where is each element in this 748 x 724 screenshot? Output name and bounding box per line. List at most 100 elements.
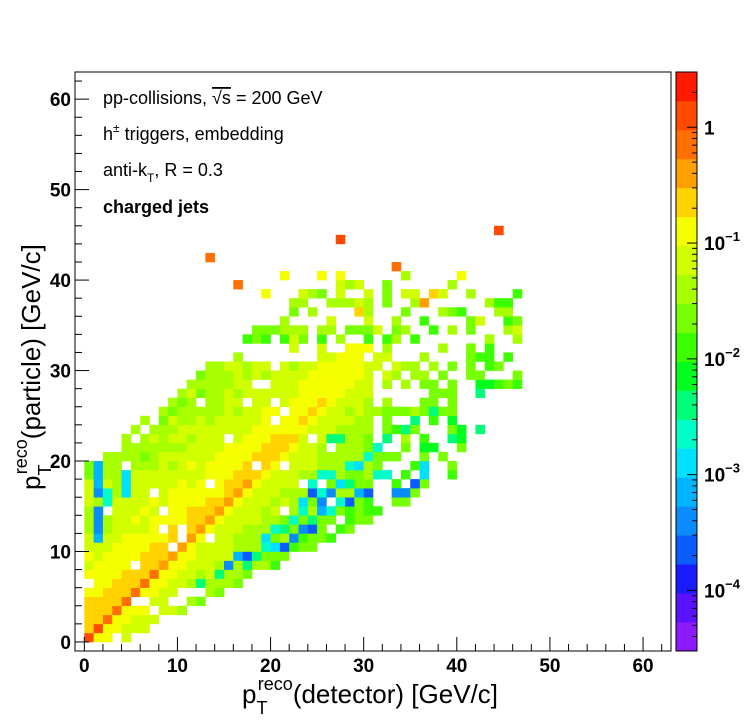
heatmap-cell bbox=[158, 479, 169, 489]
heatmap-cell bbox=[289, 479, 299, 489]
heatmap-cell bbox=[279, 379, 290, 389]
heatmap-cell bbox=[205, 370, 215, 380]
heatmap-cell bbox=[363, 470, 374, 480]
heatmap-cell bbox=[382, 334, 392, 344]
heatmap-cell bbox=[102, 488, 113, 498]
heatmap-cell bbox=[158, 424, 169, 435]
heatmap-cell bbox=[121, 479, 132, 489]
heatmap-cell bbox=[335, 298, 346, 308]
heatmap-cell bbox=[335, 352, 346, 362]
heatmap-cell bbox=[130, 515, 141, 525]
heatmap-cell bbox=[93, 578, 104, 588]
heatmap-cell bbox=[196, 424, 206, 435]
heatmap-cell bbox=[224, 461, 234, 471]
heatmap-cell bbox=[363, 379, 374, 389]
heatmap-cell bbox=[158, 515, 169, 525]
heatmap-cell bbox=[93, 632, 104, 643]
heatmap-cell bbox=[307, 533, 318, 543]
heatmap-cell bbox=[307, 488, 318, 498]
heatmap-cell bbox=[149, 479, 160, 489]
heatmap-cell bbox=[363, 361, 374, 371]
heatmap-cell bbox=[121, 605, 132, 616]
heatmap-cell bbox=[475, 379, 486, 389]
heatmap-cell bbox=[428, 289, 439, 299]
heatmap-cell bbox=[214, 379, 225, 389]
heatmap-cell bbox=[130, 614, 141, 625]
heatmap-cell bbox=[140, 569, 150, 579]
heatmap-cell bbox=[186, 470, 197, 480]
heatmap-cell bbox=[326, 361, 337, 371]
heatmap-cell bbox=[93, 560, 104, 570]
heatmap-cell bbox=[335, 451, 346, 462]
heatmap-cell bbox=[140, 442, 150, 453]
heatmap-cell bbox=[261, 533, 271, 543]
heatmap-cell bbox=[466, 370, 476, 380]
heatmap-cell bbox=[279, 415, 290, 426]
heatmap-cell bbox=[112, 488, 122, 498]
colorbar-label: 1 bbox=[704, 118, 715, 139]
heatmap-cell bbox=[168, 470, 178, 480]
heatmap-cell bbox=[251, 533, 262, 543]
heatmap-cell bbox=[326, 470, 337, 480]
heatmap-cell bbox=[400, 424, 411, 435]
heatmap-cell bbox=[317, 271, 327, 281]
heatmap-cell bbox=[512, 289, 523, 299]
heatmap-cell bbox=[363, 397, 374, 408]
heatmap-cell bbox=[447, 379, 458, 389]
heatmap-cell bbox=[326, 488, 337, 498]
heatmap-cell bbox=[242, 569, 253, 579]
heatmap-cell bbox=[130, 623, 141, 634]
heatmap-cell bbox=[317, 533, 327, 543]
heatmap-cell bbox=[102, 614, 113, 625]
heatmap-cell bbox=[270, 515, 281, 525]
heatmap-cell bbox=[317, 343, 327, 353]
heatmap-cell bbox=[373, 451, 383, 462]
heatmap-cell bbox=[289, 488, 299, 498]
colorbar-segment bbox=[676, 72, 697, 102]
heatmap-cell bbox=[214, 388, 225, 398]
heatmap-cell bbox=[186, 578, 197, 588]
heatmap-cell bbox=[428, 325, 439, 335]
heatmap-cell bbox=[84, 533, 94, 543]
heatmap-cell bbox=[251, 442, 262, 453]
heatmap-cell bbox=[400, 325, 411, 335]
heatmap-cell bbox=[261, 488, 271, 498]
heatmap-cell bbox=[102, 569, 113, 579]
heatmap-cell bbox=[419, 479, 430, 489]
heatmap-cell bbox=[251, 361, 262, 371]
heatmap-cell bbox=[410, 488, 420, 498]
heatmap-cell bbox=[270, 433, 281, 444]
heatmap-cell bbox=[335, 370, 346, 380]
heatmap-cell bbox=[400, 307, 411, 317]
heatmap-cell bbox=[326, 433, 337, 444]
colorbar-segment bbox=[676, 390, 697, 420]
heatmap-cell bbox=[224, 451, 234, 462]
heatmap-cell bbox=[149, 551, 160, 561]
heatmap-cell bbox=[326, 379, 337, 389]
heatmap-cell bbox=[512, 334, 523, 344]
heatmap-cell bbox=[289, 379, 299, 389]
heatmap-cell bbox=[484, 343, 495, 353]
heatmap-cell bbox=[168, 397, 178, 408]
heatmap-cell bbox=[261, 560, 271, 570]
heatmap-cell bbox=[494, 307, 504, 317]
heatmap-cell bbox=[345, 370, 355, 380]
heatmap-cell bbox=[354, 406, 364, 417]
heatmap-cell bbox=[279, 316, 290, 326]
heatmap-cell bbox=[289, 334, 299, 344]
annotation-triggers: h± triggers, embedding bbox=[103, 121, 284, 144]
colorbar-label: 10−2 bbox=[704, 345, 740, 371]
heatmap-cell bbox=[335, 406, 346, 417]
heatmap-cell bbox=[317, 289, 327, 299]
heatmap-cell bbox=[214, 415, 225, 426]
heatmap-cell bbox=[177, 406, 188, 417]
heatmap-cell bbox=[307, 388, 318, 398]
heatmap-cell bbox=[363, 415, 374, 426]
heatmap-cell bbox=[214, 569, 225, 579]
heatmap-cell bbox=[270, 442, 281, 453]
heatmap-cell bbox=[177, 461, 188, 471]
heatmap-cell bbox=[363, 461, 374, 471]
heatmap-cell bbox=[410, 424, 420, 435]
heatmap-cell bbox=[447, 280, 458, 290]
heatmap-cell bbox=[400, 442, 411, 453]
